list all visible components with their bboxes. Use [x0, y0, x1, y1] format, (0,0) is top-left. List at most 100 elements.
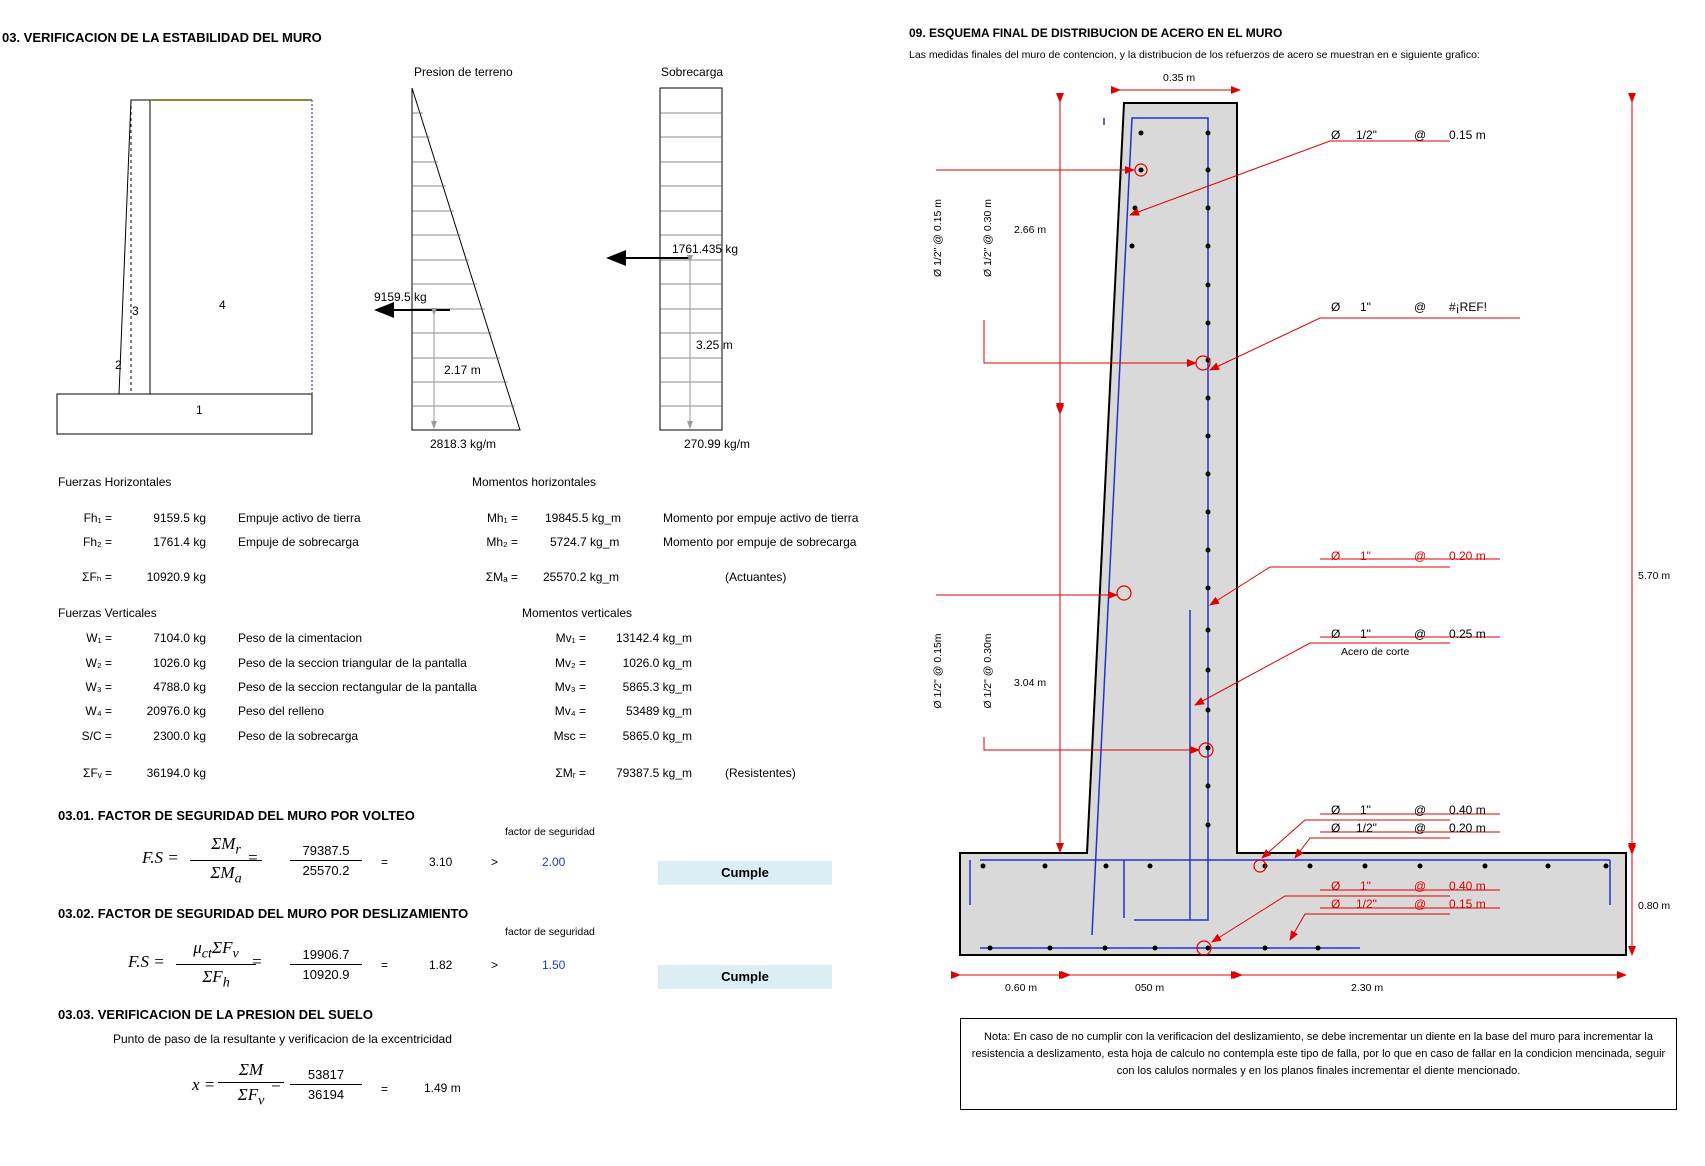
section-title: 03. VERIFICACION DE LA ESTABILIDAD DEL M… — [2, 30, 322, 45]
fs-desl-symbol-fraction: μctΣFv ΣFh — [176, 938, 256, 992]
fs-desl-status: Cumple — [658, 965, 832, 989]
presion-eq: = — [381, 1082, 389, 1096]
dim-b-left: 0.60 m — [1005, 982, 1038, 994]
presion-symbol-fraction: ΣM ΣFv — [218, 1060, 284, 1109]
sum-ma-symbol: ΣMₐ = — [485, 570, 518, 584]
w2-symbol: W₂ = — [85, 656, 112, 670]
horizontal-moments-title: Momentos horizontales — [472, 475, 597, 489]
w3-desc: Peso de la seccion rectangular de la pan… — [238, 680, 477, 694]
fs-volteo-result: 3.10 — [429, 855, 453, 869]
horizontal-forces-title: Fuerzas Horizontales — [58, 475, 172, 489]
mv3-value: 5865.3 kg_m — [622, 680, 692, 694]
fh1-symbol: Fh₁ = — [83, 511, 112, 525]
fs-volteo-factor: 2.00 — [542, 855, 566, 869]
fs-volteo-cmp: > — [491, 855, 499, 869]
pressure-base: 2818.3 kg/m — [430, 437, 497, 451]
pressure-diagram — [374, 87, 521, 431]
scheme-title: 09. ESQUEMA FINAL DE DISTRIBUCION DE ACE… — [909, 26, 1283, 40]
mh2-desc: Momento por empuje de sobrecarga — [663, 535, 857, 549]
fh1-desc: Empuje activo de tierra — [238, 511, 361, 525]
sum-fv-symbol: ΣFᵥ = — [83, 766, 112, 780]
wall-label-1: 1 — [196, 403, 203, 417]
mh1-value: 19845.5 kg_m — [545, 511, 622, 525]
vertical-moments-title: Momentos verticales — [522, 606, 633, 620]
w4-symbol: W₄ = — [85, 704, 112, 718]
dim-h-lower: 3.04 m — [1014, 677, 1047, 689]
actuantes-note: (Actuantes) — [725, 570, 787, 584]
fs-volteo-fraction: 79387.5 25570.2 — [290, 843, 362, 878]
fs-volteo-factor-label: factor de seguridad — [505, 826, 595, 838]
surcharge-arm: 3.25 m — [696, 338, 733, 352]
w4-value: 20976.0 kg — [146, 704, 206, 718]
sum-fh-value: 10920.9 kg — [146, 570, 206, 584]
mv2-symbol: Mv₂ = — [555, 656, 586, 670]
presion-result: 1.49 m — [424, 1081, 461, 1095]
mv4-symbol: Mv₄ = — [554, 704, 586, 718]
sum-fh-symbol: ΣFₕ = — [82, 570, 112, 584]
wall-scheme — [936, 86, 1636, 979]
mv1-symbol: Mv₁ = — [555, 631, 586, 645]
surcharge-base: 270.99 kg/m — [684, 437, 751, 451]
presion-title: 03.03. VERIFICACION DE LA PRESION DEL SU… — [58, 1007, 373, 1022]
fh2-symbol: Fh₂ = — [82, 535, 112, 549]
fs-desl-fraction: 19906.7 10920.9 — [290, 947, 362, 982]
dim-h-base: 0.80 m — [1638, 900, 1671, 912]
mh2-value: 5724.7 kg_m — [550, 535, 620, 549]
acero-corte-label: Acero de corte — [1341, 646, 1410, 658]
vert-bar-lower-1: Ø 1/2" @ 0.15m — [932, 633, 944, 709]
w2-value: 1026.0 kg — [153, 656, 206, 670]
mh1-desc: Momento por empuje activo de tierra — [663, 511, 859, 525]
sc-desc: Peso de la sobrecarga — [238, 729, 359, 743]
w1-value: 7104.0 kg — [153, 631, 206, 645]
w2-desc: Peso de la seccion triangular de la pant… — [238, 656, 467, 670]
w3-value: 4788.0 kg — [153, 680, 206, 694]
mv4-value: 53489 kg_m — [625, 704, 692, 718]
wall-sketch — [56, 99, 313, 435]
w1-symbol: W₁ = — [86, 631, 112, 645]
fh2-value: 1761.4 kg — [153, 535, 206, 549]
fs-volteo-lhs: F.S = — [142, 848, 179, 867]
fs-volteo-symbol-fraction: ΣMr ΣMa — [190, 834, 262, 888]
fs-desl-lhs: F.S = — [128, 952, 165, 971]
presion-lhs: x = — [192, 1075, 216, 1094]
fs-desl-factor: 1.50 — [542, 958, 566, 972]
surcharge-force: 1761.435 kg — [672, 242, 739, 256]
presion-subtitle: Punto de paso de la resultante y verific… — [113, 1032, 452, 1046]
mv2-value: 1026.0 kg_m — [622, 656, 692, 670]
msc-value: 5865.0 kg_m — [622, 729, 692, 743]
w3-symbol: W₃ = — [85, 680, 112, 694]
pressure-arm: 2.17 m — [444, 363, 481, 377]
surcharge-title: Sobrecarga — [661, 65, 724, 79]
vert-bar-upper-1: Ø 1/2" @ 0.15 m — [932, 199, 944, 278]
dim-h-total: 5.70 m — [1638, 570, 1671, 582]
vert-bar-upper-2: Ø 1/2" @ 0.30 m — [982, 199, 994, 278]
fs-desl-result: 1.82 — [429, 958, 453, 972]
sc-symbol: S/C = — [81, 729, 112, 743]
fs-desl-factor-label: factor de seguridad — [505, 926, 595, 938]
wall-label-4: 4 — [219, 298, 226, 312]
vert-bar-lower-2: Ø 1/2" @ 0.30m — [982, 633, 994, 709]
fs-desl-cmp: > — [491, 958, 499, 972]
fs-volteo-title: 03.01. FACTOR DE SEGURIDAD DEL MURO POR … — [58, 808, 415, 823]
note-box: Nota: En caso de no cumplir con la verif… — [960, 1018, 1677, 1110]
mv1-value: 13142.4 kg_m — [615, 631, 692, 645]
pressure-title: Presion de terreno — [414, 65, 513, 79]
surcharge-diagram — [606, 87, 723, 431]
mv3-symbol: Mv₃ = — [554, 680, 586, 694]
sc-value: 2300.0 kg — [153, 729, 206, 743]
scheme-subtitle: Las medidas finales del muro de contenci… — [909, 49, 1480, 61]
w4-desc: Peso del relleno — [238, 704, 325, 718]
sum-fv-value: 36194.0 kg — [146, 766, 206, 780]
fs-desl-title: 03.02. FACTOR DE SEGURIDAD DEL MURO POR … — [58, 906, 469, 921]
dim-b-mid: 050 m — [1135, 982, 1165, 994]
wall-label-3: 3 — [132, 304, 139, 318]
presion-fraction: 53817 36194 — [290, 1067, 362, 1102]
dim-b-right: 2.30 m — [1351, 982, 1384, 994]
fs-desl-eq: = — [381, 958, 389, 972]
mh1-symbol: Mh₁ = — [486, 511, 518, 525]
vertical-forces-title: Fuerzas Verticales — [58, 606, 157, 620]
dim-h-upper: 2.66 m — [1014, 224, 1047, 236]
sum-mr-symbol: ΣMᵣ = — [555, 766, 586, 780]
w1-desc: Peso de la cimentacion — [238, 631, 363, 645]
